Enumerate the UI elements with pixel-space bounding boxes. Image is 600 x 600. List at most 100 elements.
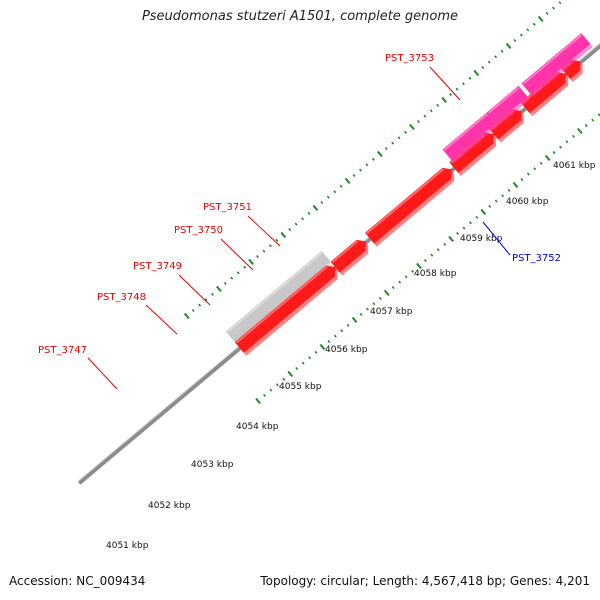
gene-block-red-highlight: [235, 266, 328, 344]
outer-tick-mark: [473, 69, 480, 77]
outer-tick-mark: [339, 184, 343, 188]
outer-tick-mark: [436, 103, 440, 107]
outer-tick-mark: [211, 292, 214, 296]
gene-block-red: [234, 265, 336, 353]
outer-tick-mark: [288, 227, 292, 232]
gene-features: [225, 33, 593, 356]
outer-tick-track: [183, 1, 562, 319]
inner-tick-track: [255, 113, 600, 405]
outer-tick-mark: [487, 60, 491, 64]
kbp-label: 4052 kbp: [148, 501, 191, 511]
inner-tick-mark: [416, 262, 422, 270]
inner-tick-mark: [475, 215, 479, 219]
inner-tick-mark: [308, 356, 312, 360]
outer-tick-mark: [513, 39, 517, 43]
inner-tick-mark: [552, 151, 556, 155]
label-leader-line: [482, 221, 511, 256]
outer-tick-mark: [494, 55, 498, 59]
gene-label: PST_3748: [97, 292, 146, 303]
inner-tick-mark: [359, 313, 363, 317]
outer-tick-mark: [359, 168, 362, 172]
inner-tick-mark: [494, 199, 498, 203]
inner-tick-mark: [295, 367, 299, 371]
inner-tick-mark: [314, 350, 318, 354]
inner-tick-mark: [391, 286, 395, 290]
inner-tick-mark: [488, 205, 492, 209]
gene-block-pink: [521, 33, 591, 94]
gene-block-pink-highlight: [522, 34, 583, 85]
outer-tick-mark: [236, 271, 240, 275]
outer-tick-mark: [449, 93, 453, 97]
label-leader-line: [429, 66, 461, 101]
inner-tick-mark: [559, 145, 562, 149]
outer-tick-mark: [275, 238, 279, 242]
kbp-label: 4053 kbp: [191, 460, 234, 470]
outer-tick-mark: [391, 141, 395, 145]
outer-tick-mark: [204, 298, 208, 302]
accession-label: Accession: NC_009434: [9, 574, 146, 588]
outer-tick-mark: [312, 204, 319, 212]
gene-block-red-highlight: [331, 240, 359, 264]
gene-block-red: [449, 132, 494, 173]
inner-tick-mark: [533, 167, 537, 171]
gene-label: PST_3750: [174, 225, 223, 236]
outer-tick-mark: [505, 42, 512, 50]
outer-tick-mark: [301, 217, 305, 221]
kbp-label: 4061 kbp: [553, 161, 596, 171]
inner-tick-mark: [520, 178, 524, 182]
outer-tick-mark: [230, 276, 234, 280]
outer-tick-mark: [552, 6, 555, 10]
outer-tick-mark: [558, 1, 562, 5]
inner-tick-mark: [340, 329, 344, 333]
inner-tick-mark: [378, 296, 382, 300]
genome-summary: Topology: circular; Length: 4,567,418 bp…: [260, 574, 590, 588]
gene-block-pink-highlight: [488, 86, 520, 114]
gene-label: PST_3751: [203, 202, 252, 213]
inner-tick-mark: [383, 289, 390, 297]
outer-tick-mark: [294, 222, 298, 226]
inner-tick-mark: [346, 323, 350, 327]
inner-tick-mark: [436, 248, 440, 252]
outer-tick-mark: [409, 123, 415, 131]
gene-label: PST_3753: [385, 53, 434, 64]
outer-tick-mark: [191, 308, 195, 313]
inner-tick-mark: [287, 370, 294, 378]
label-leader-line: [247, 215, 281, 247]
inner-tick-mark: [571, 134, 575, 138]
inner-tick-mark: [507, 188, 511, 192]
gene-block-gray-highlight: [226, 252, 323, 333]
outer-tick-mark: [262, 249, 266, 253]
inner-tick-mark: [448, 235, 454, 243]
kbp-label: 4054 kbp: [236, 422, 279, 432]
outer-tick-mark: [397, 136, 401, 140]
gene-block-gray: [225, 251, 331, 343]
outer-tick-mark: [198, 303, 202, 307]
outer-tick-mark: [519, 33, 523, 37]
kbp-label: 4059 kbp: [460, 234, 503, 244]
inner-tick-mark: [327, 340, 331, 344]
gene-block-pink-highlight: [443, 113, 488, 151]
genome-title: Pseudomonas stutzeri A1501, complete gen…: [141, 9, 459, 24]
outer-tick-mark: [526, 28, 530, 32]
inner-tick-mark: [539, 161, 543, 165]
outer-tick-mark: [268, 244, 272, 248]
label-leader-line: [87, 357, 118, 390]
outer-tick-mark: [376, 150, 383, 158]
kbp-label: 4055 kbp: [279, 382, 322, 392]
inner-tick-mark: [366, 307, 369, 311]
outer-tick-mark: [248, 258, 254, 265]
outer-tick-mark: [307, 211, 311, 215]
outer-tick-mark: [537, 15, 544, 23]
outer-tick-mark: [223, 281, 227, 286]
outer-tick-mark: [545, 12, 549, 16]
outer-tick-mark: [216, 285, 222, 292]
outer-tick-mark: [441, 96, 447, 104]
outer-tick-mark: [468, 76, 472, 80]
inner-tick-mark: [351, 316, 358, 324]
outer-tick-mark: [320, 200, 324, 205]
inner-tick-mark: [512, 181, 519, 189]
outer-tick-mark: [326, 195, 330, 199]
inner-tick-mark: [565, 140, 569, 144]
inner-tick-mark: [480, 208, 487, 216]
inner-tick-mark: [526, 172, 530, 176]
